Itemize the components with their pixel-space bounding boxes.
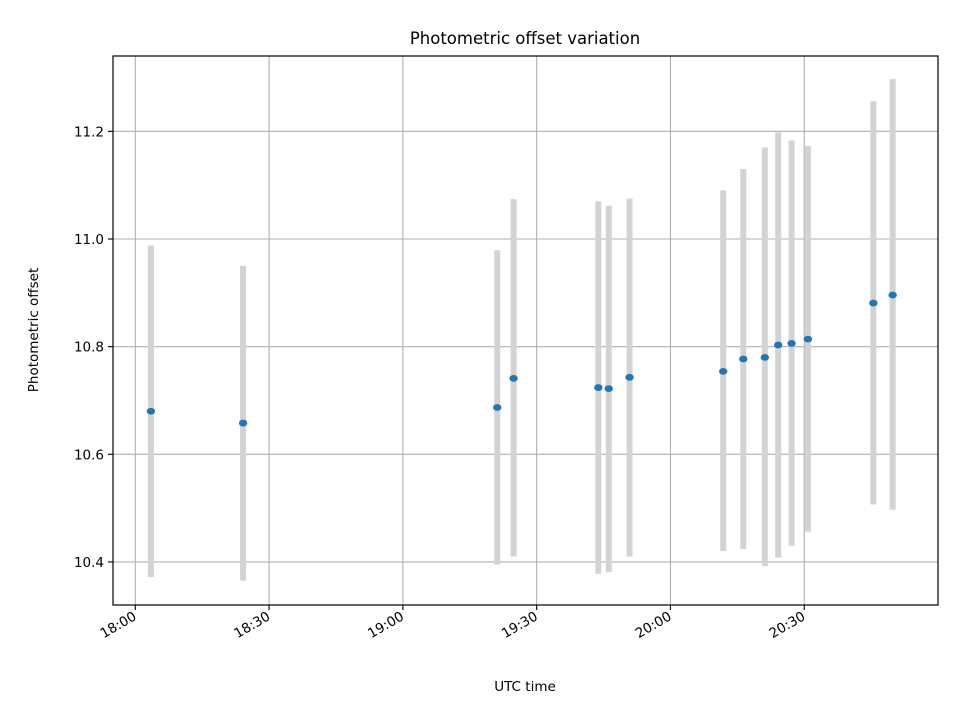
- data-point: [625, 373, 634, 381]
- y-axis-label: Photometric offset: [26, 268, 42, 392]
- data-point: [760, 354, 770, 361]
- grid: [113, 56, 938, 605]
- data-point: [803, 335, 813, 343]
- data-point: [787, 340, 796, 347]
- data-point: [739, 355, 748, 363]
- y-tick-label: 10.8: [74, 340, 104, 356]
- data-point: [493, 404, 502, 411]
- chart-title: Photometric offset variation: [410, 29, 640, 48]
- plot-area: [113, 56, 938, 605]
- data-points: [146, 291, 897, 427]
- data-point: [869, 299, 878, 307]
- y-tick-label: 11.2: [74, 124, 104, 140]
- x-axis-label: UTC time: [494, 679, 556, 695]
- y-tick-label: 11.0: [74, 232, 104, 248]
- y-tick-label: 10.4: [74, 555, 104, 571]
- data-point: [888, 291, 897, 299]
- y-tick-label: 10.6: [74, 447, 104, 463]
- data-point: [594, 384, 603, 391]
- plot-frame: [112, 55, 939, 606]
- data-point: [238, 419, 248, 427]
- data-point: [146, 407, 156, 415]
- data-point: [604, 385, 613, 393]
- data-point: [719, 368, 728, 375]
- data-point: [774, 341, 783, 349]
- data-point: [509, 375, 518, 382]
